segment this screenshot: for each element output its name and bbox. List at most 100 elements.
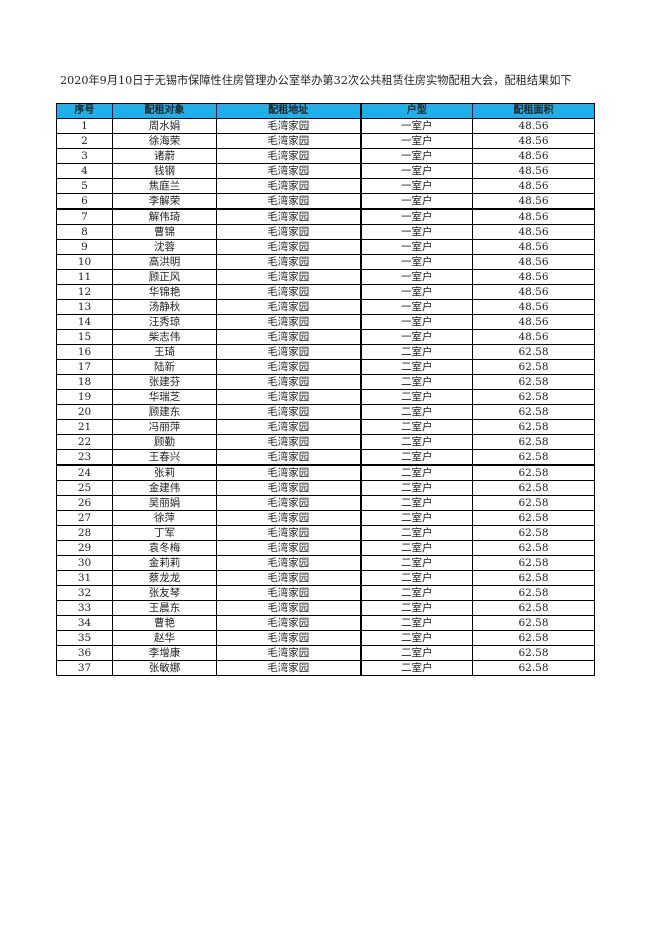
cell-address: 毛湾家园 (216, 464, 362, 481)
cell-index: 12 (56, 284, 113, 300)
cell-tenant: 金莉莉 (112, 555, 217, 571)
cell-tenant: 张建芬 (112, 374, 217, 390)
cell-index: 17 (56, 359, 113, 375)
cell-unit-type: 一室户 (360, 208, 473, 225)
cell-unit-type: 二室户 (360, 434, 473, 450)
table-row: 34 曹艳 毛湾家园 二室户 62.58 (56, 615, 595, 631)
cell-address: 毛湾家园 (216, 510, 362, 526)
header-area: 配租面积 (472, 103, 595, 119)
cell-address: 毛湾家园 (216, 133, 362, 149)
table-row: 5 焦庭兰 毛湾家园 一室户 48.56 (56, 178, 595, 194)
cell-tenant: 徐海荣 (112, 133, 217, 149)
cell-index: 16 (56, 344, 113, 360)
table-row: 12 华锦艳 毛湾家园 一室户 48.56 (56, 284, 595, 300)
table-row: 11 顾正风 毛湾家园 一室户 48.56 (56, 269, 595, 285)
cell-area: 48.56 (472, 254, 595, 270)
cell-unit-type: 一室户 (360, 269, 473, 285)
cell-index: 3 (56, 148, 113, 164)
table-header-row: 序号 配租对象 配租地址 户型 配租面积 (56, 103, 595, 119)
cell-tenant: 陆新 (112, 359, 217, 375)
cell-index: 27 (56, 510, 113, 526)
cell-index: 24 (56, 464, 113, 481)
cell-index: 32 (56, 585, 113, 601)
cell-index: 19 (56, 389, 113, 405)
cell-index: 11 (56, 269, 113, 285)
cell-unit-type: 二室户 (360, 645, 473, 661)
cell-address: 毛湾家园 (216, 434, 362, 450)
cell-tenant: 冯丽萍 (112, 419, 217, 435)
cell-area: 62.58 (472, 555, 595, 571)
cell-address: 毛湾家园 (216, 163, 362, 179)
cell-unit-type: 一室户 (360, 224, 473, 240)
cell-address: 毛湾家园 (216, 615, 362, 631)
cell-area: 48.56 (472, 299, 595, 315)
cell-tenant: 张莉 (112, 464, 217, 481)
table-row: 1 周水娟 毛湾家园 一室户 48.56 (56, 118, 595, 134)
cell-area: 48.56 (472, 193, 595, 210)
cell-tenant: 顾建东 (112, 404, 217, 420)
cell-index: 33 (56, 600, 113, 616)
cell-tenant: 徐萍 (112, 510, 217, 526)
cell-area: 48.56 (472, 224, 595, 240)
table-row: 18 张建芬 毛湾家园 二室户 62.58 (56, 374, 595, 390)
cell-area: 62.58 (472, 344, 595, 360)
cell-index: 26 (56, 495, 113, 511)
cell-index: 18 (56, 374, 113, 390)
cell-area: 62.58 (472, 359, 595, 375)
cell-index: 1 (56, 118, 113, 134)
cell-area: 62.58 (472, 600, 595, 616)
cell-index: 28 (56, 525, 113, 541)
table-row: 9 沈蓉 毛湾家园 一室户 48.56 (56, 239, 595, 255)
cell-address: 毛湾家园 (216, 630, 362, 646)
cell-unit-type: 二室户 (360, 404, 473, 420)
cell-index: 5 (56, 178, 113, 194)
cell-area: 48.56 (472, 178, 595, 194)
cell-tenant: 蔡龙龙 (112, 570, 217, 586)
table-row: 10 高洪明 毛湾家园 一室户 48.56 (56, 254, 595, 270)
table-row: 24 张莉 毛湾家园 二室户 62.58 (56, 464, 595, 481)
table-row: 23 王春兴 毛湾家园 二室户 62.58 (56, 449, 595, 466)
cell-address: 毛湾家园 (216, 525, 362, 541)
cell-address: 毛湾家园 (216, 449, 362, 466)
cell-address: 毛湾家园 (216, 570, 362, 586)
table-row: 30 金莉莉 毛湾家园 二室户 62.58 (56, 555, 595, 571)
cell-address: 毛湾家园 (216, 148, 362, 164)
cell-unit-type: 一室户 (360, 284, 473, 300)
cell-unit-type: 二室户 (360, 660, 473, 676)
table-row: 8 曹锦 毛湾家园 一室户 48.56 (56, 224, 595, 240)
cell-index: 2 (56, 133, 113, 149)
cell-tenant: 顾正风 (112, 269, 217, 285)
cell-tenant: 汤静秋 (112, 299, 217, 315)
cell-address: 毛湾家园 (216, 178, 362, 194)
cell-tenant: 张敏娜 (112, 660, 217, 676)
cell-unit-type: 一室户 (360, 254, 473, 270)
cell-address: 毛湾家园 (216, 344, 362, 360)
cell-address: 毛湾家园 (216, 314, 362, 330)
cell-address: 毛湾家园 (216, 329, 362, 345)
cell-address: 毛湾家园 (216, 419, 362, 435)
cell-unit-type: 一室户 (360, 239, 473, 255)
cell-index: 20 (56, 404, 113, 420)
cell-tenant: 顾勤 (112, 434, 217, 450)
allocation-table: 序号 配租对象 配租地址 户型 配租面积 1 周水娟 毛湾家园 一室户 48.56 2 徐海… (56, 103, 595, 676)
cell-index: 34 (56, 615, 113, 631)
cell-tenant: 赵华 (112, 630, 217, 646)
cell-area: 48.56 (472, 239, 595, 255)
table-row: 15 柴志伟 毛湾家园 一室户 48.56 (56, 329, 595, 345)
table-row: 26 吴丽娟 毛湾家园 二室户 62.58 (56, 495, 595, 511)
cell-area: 62.58 (472, 419, 595, 435)
table-row: 33 王晨东 毛湾家园 二室户 62.58 (56, 600, 595, 616)
cell-address: 毛湾家园 (216, 284, 362, 300)
cell-unit-type: 二室户 (360, 464, 473, 481)
cell-index: 9 (56, 239, 113, 255)
cell-unit-type: 二室户 (360, 615, 473, 631)
cell-area: 62.58 (472, 525, 595, 541)
cell-address: 毛湾家园 (216, 495, 362, 511)
cell-area: 62.58 (472, 645, 595, 661)
cell-unit-type: 一室户 (360, 178, 473, 194)
cell-unit-type: 二室户 (360, 480, 473, 496)
cell-index: 4 (56, 163, 113, 179)
table-row: 22 顾勤 毛湾家园 二室户 62.58 (56, 434, 595, 450)
cell-area: 48.56 (472, 163, 595, 179)
cell-address: 毛湾家园 (216, 193, 362, 210)
